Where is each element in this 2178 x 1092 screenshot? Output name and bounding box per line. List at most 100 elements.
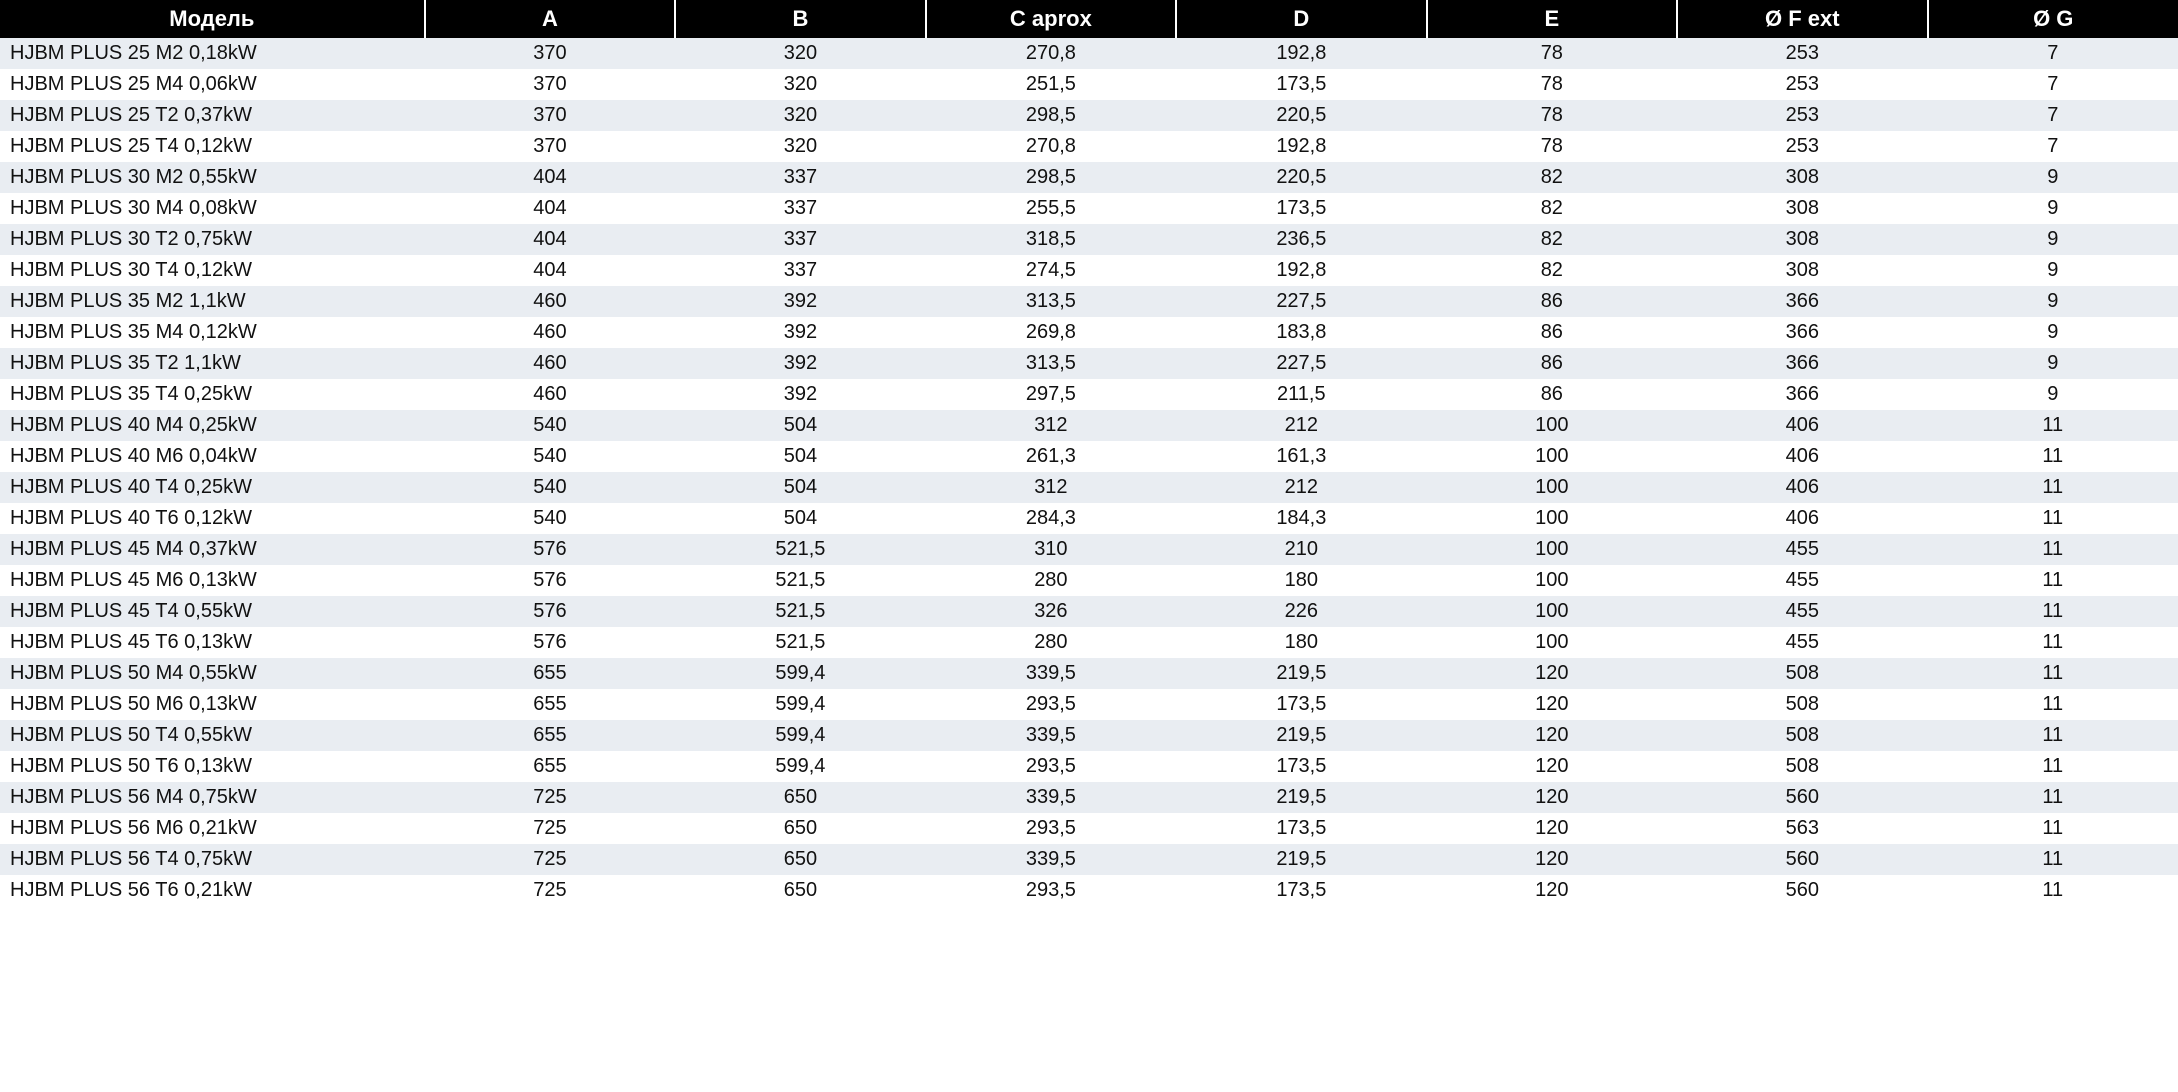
table-row: HJBM PLUS 50 T4 0,55kW655599,4339,5219,5… — [0, 720, 2178, 751]
cell-value: 173,5 — [1176, 689, 1426, 720]
cell-model: HJBM PLUS 45 T4 0,55kW — [0, 596, 425, 627]
cell-value: 220,5 — [1176, 100, 1426, 131]
cell-value: 261,3 — [926, 441, 1176, 472]
cell-value: 460 — [425, 379, 675, 410]
cell-value: 192,8 — [1176, 38, 1426, 69]
cell-model: HJBM PLUS 50 M4 0,55kW — [0, 658, 425, 689]
cell-value: 650 — [675, 844, 925, 875]
cell-value: 82 — [1427, 224, 1677, 255]
cell-value: 227,5 — [1176, 286, 1426, 317]
cell-value: 339,5 — [926, 720, 1176, 751]
cell-value: 86 — [1427, 348, 1677, 379]
cell-value: 120 — [1427, 658, 1677, 689]
table-row: HJBM PLUS 56 M6 0,21kW725650293,5173,512… — [0, 813, 2178, 844]
cell-value: 366 — [1677, 379, 1927, 410]
table-row: HJBM PLUS 50 T6 0,13kW655599,4293,5173,5… — [0, 751, 2178, 782]
cell-value: 313,5 — [926, 286, 1176, 317]
cell-value: 227,5 — [1176, 348, 1426, 379]
cell-value: 404 — [425, 193, 675, 224]
cell-model: HJBM PLUS 25 M2 0,18kW — [0, 38, 425, 69]
cell-value: 9 — [1928, 224, 2178, 255]
cell-value: 576 — [425, 596, 675, 627]
cell-value: 293,5 — [926, 689, 1176, 720]
cell-value: 9 — [1928, 286, 2178, 317]
cell-value: 560 — [1677, 844, 1927, 875]
cell-value: 219,5 — [1176, 782, 1426, 813]
cell-value: 11 — [1928, 751, 2178, 782]
cell-value: 599,4 — [675, 720, 925, 751]
cell-value: 455 — [1677, 534, 1927, 565]
cell-value: 100 — [1427, 596, 1677, 627]
cell-value: 7 — [1928, 131, 2178, 162]
table-row: HJBM PLUS 25 M2 0,18kW370320270,8192,878… — [0, 38, 2178, 69]
cell-value: 655 — [425, 689, 675, 720]
cell-value: 219,5 — [1176, 844, 1426, 875]
cell-value: 404 — [425, 255, 675, 286]
cell-value: 253 — [1677, 38, 1927, 69]
cell-value: 192,8 — [1176, 131, 1426, 162]
cell-value: 650 — [675, 782, 925, 813]
cell-model: HJBM PLUS 25 M4 0,06kW — [0, 69, 425, 100]
cell-value: 460 — [425, 286, 675, 317]
col-header-b: B — [675, 0, 925, 38]
cell-value: 504 — [675, 472, 925, 503]
cell-value: 284,3 — [926, 503, 1176, 534]
col-header-c: C aprox — [926, 0, 1176, 38]
cell-model: HJBM PLUS 40 M6 0,04kW — [0, 441, 425, 472]
cell-value: 560 — [1677, 782, 1927, 813]
cell-value: 173,5 — [1176, 813, 1426, 844]
cell-value: 120 — [1427, 875, 1677, 906]
cell-value: 236,5 — [1176, 224, 1426, 255]
cell-value: 11 — [1928, 441, 2178, 472]
cell-value: 298,5 — [926, 162, 1176, 193]
cell-value: 576 — [425, 627, 675, 658]
cell-value: 366 — [1677, 317, 1927, 348]
cell-value: 11 — [1928, 565, 2178, 596]
cell-value: 655 — [425, 658, 675, 689]
cell-value: 219,5 — [1176, 720, 1426, 751]
col-header-g: Ø G — [1928, 0, 2178, 38]
table-row: HJBM PLUS 56 T4 0,75kW725650339,5219,512… — [0, 844, 2178, 875]
cell-value: 226 — [1176, 596, 1426, 627]
table-row: HJBM PLUS 45 M4 0,37kW576521,53102101004… — [0, 534, 2178, 565]
cell-value: 725 — [425, 875, 675, 906]
table-row: HJBM PLUS 50 M6 0,13kW655599,4293,5173,5… — [0, 689, 2178, 720]
cell-value: 293,5 — [926, 813, 1176, 844]
cell-value: 406 — [1677, 472, 1927, 503]
table-header: Модель A B C aprox D E Ø F ext Ø G — [0, 0, 2178, 38]
cell-value: 406 — [1677, 410, 1927, 441]
cell-value: 455 — [1677, 596, 1927, 627]
cell-value: 255,5 — [926, 193, 1176, 224]
cell-value: 312 — [926, 472, 1176, 503]
cell-value: 337 — [675, 193, 925, 224]
table-row: HJBM PLUS 30 T4 0,12kW404337274,5192,882… — [0, 255, 2178, 286]
cell-value: 650 — [675, 875, 925, 906]
cell-value: 655 — [425, 751, 675, 782]
table-row: HJBM PLUS 40 T4 0,25kW540504312212100406… — [0, 472, 2178, 503]
cell-value: 308 — [1677, 255, 1927, 286]
col-header-d: D — [1176, 0, 1426, 38]
cell-value: 655 — [425, 720, 675, 751]
cell-value: 9 — [1928, 162, 2178, 193]
cell-value: 455 — [1677, 627, 1927, 658]
cell-value: 540 — [425, 410, 675, 441]
cell-value: 7 — [1928, 100, 2178, 131]
cell-value: 404 — [425, 224, 675, 255]
cell-value: 370 — [425, 69, 675, 100]
cell-value: 337 — [675, 162, 925, 193]
cell-value: 120 — [1427, 782, 1677, 813]
cell-value: 173,5 — [1176, 751, 1426, 782]
table-row: HJBM PLUS 35 T2 1,1kW460392313,5227,5863… — [0, 348, 2178, 379]
cell-value: 192,8 — [1176, 255, 1426, 286]
table-header-row: Модель A B C aprox D E Ø F ext Ø G — [0, 0, 2178, 38]
cell-value: 576 — [425, 565, 675, 596]
cell-value: 308 — [1677, 224, 1927, 255]
cell-model: HJBM PLUS 56 T6 0,21kW — [0, 875, 425, 906]
cell-value: 211,5 — [1176, 379, 1426, 410]
cell-model: HJBM PLUS 25 T4 0,12kW — [0, 131, 425, 162]
cell-value: 318,5 — [926, 224, 1176, 255]
cell-value: 280 — [926, 627, 1176, 658]
table-row: HJBM PLUS 30 T2 0,75kW404337318,5236,582… — [0, 224, 2178, 255]
col-header-model: Модель — [0, 0, 425, 38]
cell-value: 521,5 — [675, 534, 925, 565]
